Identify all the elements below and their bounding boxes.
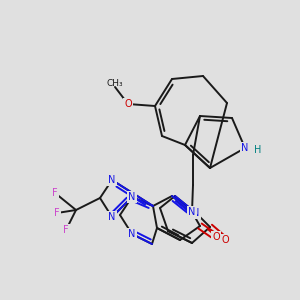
Text: N: N bbox=[188, 207, 196, 217]
Text: F: F bbox=[52, 188, 58, 198]
Text: CH₃: CH₃ bbox=[107, 79, 123, 88]
Text: F: F bbox=[54, 208, 60, 218]
Text: O: O bbox=[124, 99, 132, 109]
Text: F: F bbox=[63, 225, 69, 235]
Text: N: N bbox=[108, 212, 116, 222]
Text: N: N bbox=[128, 229, 136, 239]
Text: O: O bbox=[221, 235, 229, 245]
Text: N: N bbox=[108, 175, 116, 185]
Text: N: N bbox=[192, 208, 200, 218]
Text: O: O bbox=[212, 232, 220, 242]
Text: H: H bbox=[254, 145, 262, 155]
Text: N: N bbox=[241, 143, 249, 153]
Text: N: N bbox=[128, 192, 136, 202]
